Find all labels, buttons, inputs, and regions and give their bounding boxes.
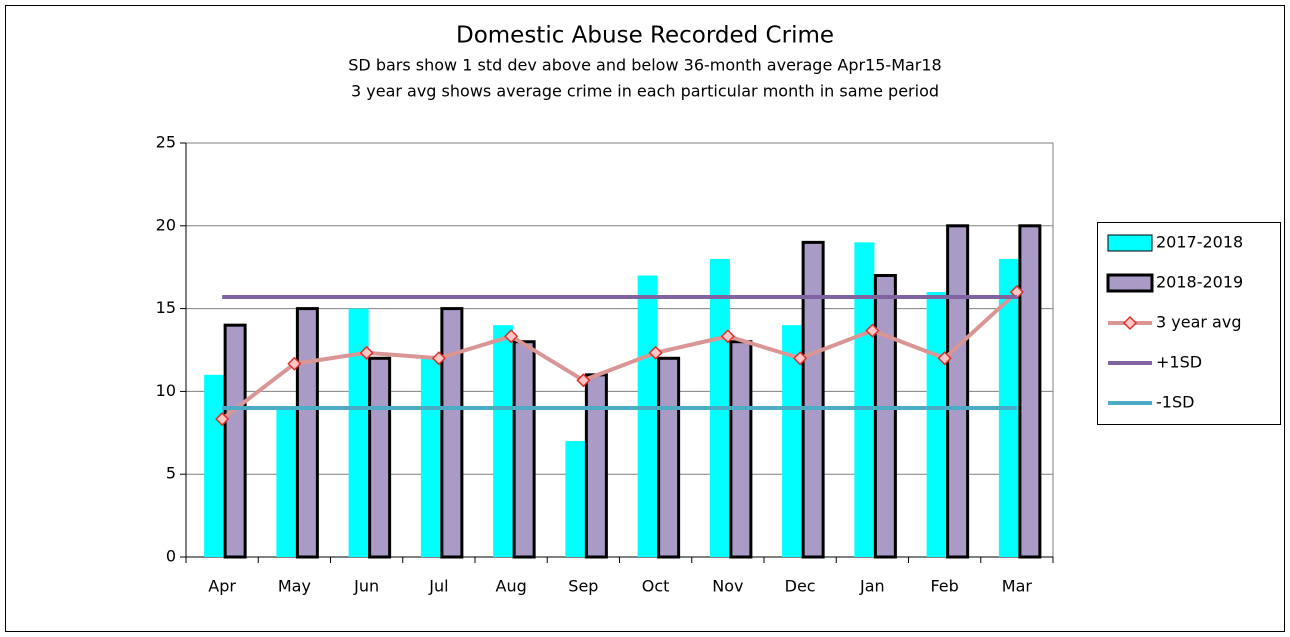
point-marker xyxy=(937,351,952,366)
x-tick-label: May xyxy=(278,577,311,596)
legend-swatch xyxy=(1106,273,1154,293)
bar xyxy=(223,323,247,559)
bar xyxy=(657,356,681,559)
x-tick-label: Jun xyxy=(353,577,379,596)
y-tick-label: 5 xyxy=(166,464,176,483)
legend-label: +1SD xyxy=(1156,353,1202,372)
point-marker xyxy=(287,356,302,371)
chart-title: Domestic Abuse Recorded Crime xyxy=(456,23,834,49)
bar xyxy=(295,307,319,559)
bar xyxy=(565,441,586,557)
x-tick-label: Nov xyxy=(712,577,743,596)
y-tick-label: 10 xyxy=(156,381,176,400)
y-tick-label: 20 xyxy=(156,215,176,234)
bar xyxy=(873,273,897,559)
y-tick-label: 15 xyxy=(156,298,176,317)
bar xyxy=(512,340,536,559)
bar xyxy=(584,373,608,559)
bar xyxy=(854,242,875,558)
bar xyxy=(493,325,514,557)
x-tick-label: Aug xyxy=(496,577,527,596)
y-tick-label: 0 xyxy=(166,547,176,566)
point-marker xyxy=(648,345,663,360)
bar xyxy=(276,407,297,557)
x-tick-label: Jan xyxy=(859,577,885,596)
bar xyxy=(1018,224,1042,559)
point-marker xyxy=(576,373,591,388)
x-tick-label: Oct xyxy=(642,577,670,596)
bar xyxy=(204,374,225,557)
point-marker xyxy=(504,329,519,344)
legend-label: 3 year avg xyxy=(1156,313,1241,332)
x-tick-label: Apr xyxy=(208,577,236,596)
point-marker xyxy=(720,329,735,344)
bar xyxy=(946,224,970,559)
bar xyxy=(637,275,658,557)
legend-label: 2018-2019 xyxy=(1156,273,1243,292)
line-series xyxy=(220,290,1019,421)
bar xyxy=(348,308,369,557)
point-marker xyxy=(359,345,374,360)
point-marker xyxy=(215,411,230,427)
chart-subtitle: SD bars show 1 std dev above and below 3… xyxy=(348,56,941,75)
legend-marker xyxy=(1122,315,1138,331)
legend-swatch xyxy=(1107,234,1153,252)
y-tick-label: 25 xyxy=(156,133,176,152)
x-tick-label: Dec xyxy=(785,577,816,596)
point-marker xyxy=(865,323,880,338)
x-tick-label: Feb xyxy=(930,577,958,596)
bar xyxy=(926,292,947,557)
point-marker xyxy=(431,351,446,366)
bar xyxy=(420,358,441,557)
bar xyxy=(801,240,825,559)
bar xyxy=(368,356,392,559)
bar xyxy=(729,340,753,559)
point-marker xyxy=(793,351,808,366)
x-tick-label: Mar xyxy=(1002,577,1033,596)
x-tick-label: Jul xyxy=(428,577,448,596)
legend-label: -1SD xyxy=(1156,393,1194,412)
bar xyxy=(782,325,803,557)
legend-label: 2017-2018 xyxy=(1156,233,1243,252)
bar xyxy=(440,307,464,559)
x-tick-label: Sep xyxy=(568,577,598,596)
chart-subtitle: 3 year avg shows average crime in each p… xyxy=(351,82,939,101)
